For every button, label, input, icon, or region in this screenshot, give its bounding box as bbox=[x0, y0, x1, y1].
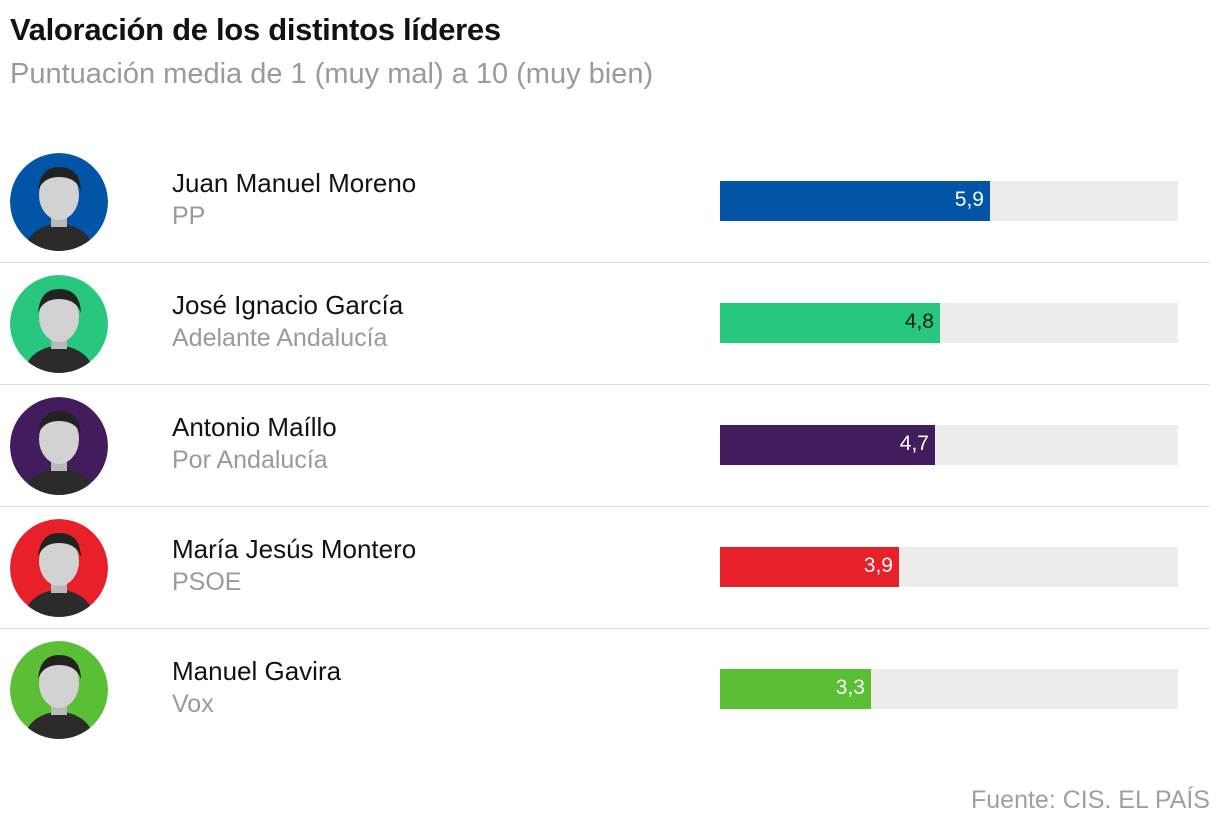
bar-track: 3,9 bbox=[720, 547, 1178, 587]
leader-party: Vox bbox=[172, 690, 214, 718]
bar bbox=[720, 181, 990, 221]
leader-party: PSOE bbox=[172, 568, 242, 596]
portrait-icon bbox=[10, 153, 108, 251]
leader-name: Manuel Gavira bbox=[172, 656, 342, 686]
leader-party: Por Andalucía bbox=[172, 446, 328, 474]
bar bbox=[720, 425, 935, 465]
bar-value-label: 4,7 bbox=[899, 432, 929, 455]
leader-name: María Jesús Montero bbox=[172, 534, 417, 564]
leader-party: Adelante Andalucía bbox=[172, 324, 388, 352]
leader-name: José Ignacio García bbox=[172, 290, 404, 320]
leader-row: María Jesús Montero PSOE 3,9 bbox=[0, 506, 1210, 629]
leader-row: Manuel Gavira Vox 3,3 bbox=[0, 628, 1210, 750]
bar bbox=[720, 669, 871, 709]
leader-row: Antonio Maíllo Por Andalucía 4,7 bbox=[0, 384, 1210, 507]
bar-value-label: 3,3 bbox=[835, 676, 865, 699]
bar-track: 5,9 bbox=[720, 181, 1178, 221]
bar-track: 3,3 bbox=[720, 669, 1178, 709]
leader-row: José Ignacio García Adelante Andalucía 4… bbox=[0, 262, 1210, 385]
portrait-icon bbox=[10, 519, 108, 617]
bar-value-label: 4,8 bbox=[904, 310, 934, 333]
bar-track: 4,7 bbox=[720, 425, 1178, 465]
portrait-icon bbox=[10, 397, 108, 495]
leader-name: Juan Manuel Moreno bbox=[172, 168, 417, 198]
portrait-icon bbox=[10, 641, 108, 739]
bar-track: 4,8 bbox=[720, 303, 1178, 343]
bar-value-label: 5,9 bbox=[954, 188, 984, 211]
leader-party: PP bbox=[172, 202, 206, 230]
portrait-icon bbox=[10, 275, 108, 373]
chart-title: Valoración de los distintos líderes bbox=[10, 12, 501, 47]
bar-value-label: 3,9 bbox=[863, 554, 893, 577]
leader-row: Juan Manuel Moreno PP 5,9 bbox=[0, 140, 1210, 263]
source-note: Fuente: CIS. EL PAÍS bbox=[970, 786, 1210, 814]
leader-name: Antonio Maíllo bbox=[172, 412, 337, 442]
bar bbox=[720, 547, 899, 587]
bar bbox=[720, 303, 940, 343]
chart-subtitle: Puntuación media de 1 (muy mal) a 10 (mu… bbox=[10, 58, 654, 90]
